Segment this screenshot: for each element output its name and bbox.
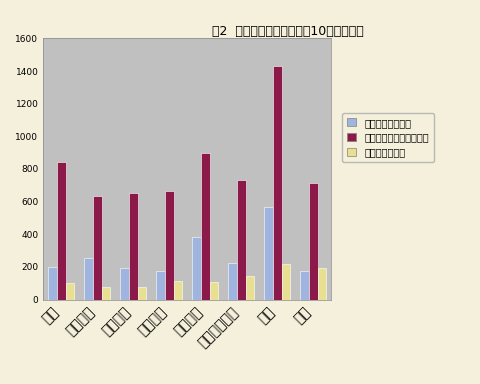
Bar xyxy=(281,263,290,300)
Bar xyxy=(156,271,165,300)
Bar xyxy=(300,271,309,300)
Bar xyxy=(309,183,318,300)
Bar xyxy=(65,283,74,300)
Bar xyxy=(245,276,254,300)
Bar xyxy=(93,196,102,300)
Bar xyxy=(48,267,57,300)
Bar xyxy=(273,66,281,300)
Legend: 精神病床（病院）, その他の病床等（病院）, 一般診療所病床: 精神病床（病院）, その他の病床等（病院）, 一般診療所病床 xyxy=(342,113,433,162)
Bar xyxy=(237,180,246,300)
Bar xyxy=(264,207,273,300)
Title: 図2  二次保健医療圏別人口10万対病床数: 図2 二次保健医療圏別人口10万対病床数 xyxy=(212,25,364,38)
Bar xyxy=(165,191,174,300)
Bar xyxy=(201,154,209,300)
Bar xyxy=(129,193,138,300)
Bar xyxy=(318,268,326,300)
Bar xyxy=(120,268,129,300)
Bar xyxy=(209,281,218,300)
Bar xyxy=(192,237,201,300)
Bar xyxy=(102,287,110,300)
Bar xyxy=(138,287,146,300)
Bar xyxy=(84,258,93,300)
Bar xyxy=(228,263,237,300)
Bar xyxy=(57,162,65,300)
Bar xyxy=(174,281,182,300)
